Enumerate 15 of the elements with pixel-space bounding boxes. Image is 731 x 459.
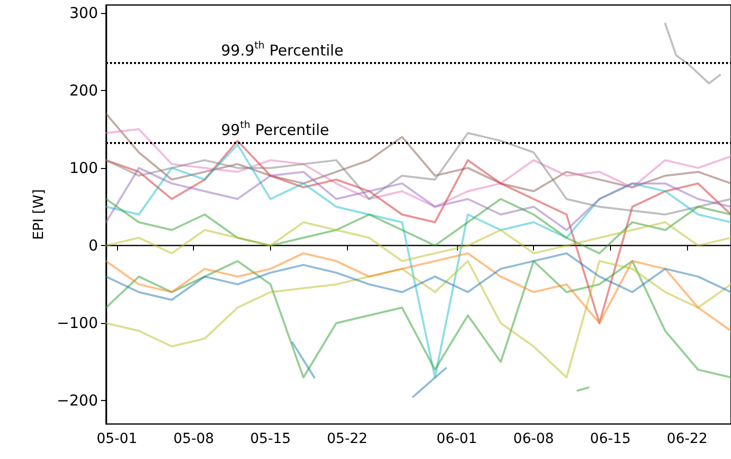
x-tick-label: 06-22 bbox=[666, 431, 708, 447]
y-axis-title: EPI [W] bbox=[30, 189, 47, 240]
y-tick-label: 200 bbox=[69, 81, 98, 100]
y-tick-label: −100 bbox=[56, 314, 98, 332]
x-tick-label: 05-08 bbox=[173, 431, 214, 447]
x-tick-label: 06-15 bbox=[590, 431, 631, 447]
y-tick-label: 100 bbox=[69, 158, 98, 177]
x-tick-label: 05-15 bbox=[250, 431, 291, 447]
y-tick-label: 300 bbox=[69, 4, 98, 22]
x-tick-label: 06-08 bbox=[513, 431, 554, 447]
x-tick-label: 06-01 bbox=[436, 431, 478, 447]
y-tick-label: −200 bbox=[56, 392, 98, 410]
x-tick-label: 05-01 bbox=[96, 431, 138, 447]
x-tick-label: 05-22 bbox=[326, 431, 368, 447]
y-tick-label: 0 bbox=[88, 236, 98, 255]
